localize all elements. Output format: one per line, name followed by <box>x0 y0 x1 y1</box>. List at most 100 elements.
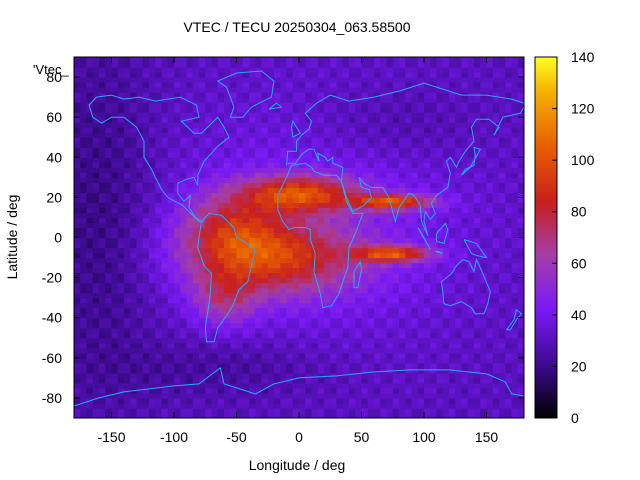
heatmap-cell <box>430 312 438 319</box>
heatmap-cell <box>92 267 100 274</box>
heatmap-cell <box>386 327 394 334</box>
heatmap-cell <box>261 237 269 244</box>
heatmap-cell <box>149 112 156 118</box>
heatmap-cell <box>105 162 113 168</box>
heatmap-cell <box>199 392 206 399</box>
heatmap-cell <box>461 182 469 188</box>
heatmap-cell <box>105 352 113 359</box>
heatmap-cell <box>367 112 375 118</box>
heatmap-cell <box>299 362 306 369</box>
heatmap-cell <box>242 347 250 354</box>
heatmap-cell <box>186 297 194 304</box>
heatmap-cell <box>180 287 188 294</box>
heatmap-cell <box>142 117 150 123</box>
heatmap-cell <box>380 292 388 299</box>
heatmap-cell <box>286 242 294 249</box>
heatmap-cell <box>74 327 81 334</box>
heatmap-cell <box>367 232 375 239</box>
heatmap-cell <box>399 387 406 394</box>
heatmap-cell <box>167 127 175 133</box>
heatmap-cell <box>324 237 331 244</box>
heatmap-cell <box>417 77 425 83</box>
heatmap-cell <box>80 282 88 289</box>
heatmap-cell <box>255 252 263 259</box>
heatmap-cell <box>211 312 219 319</box>
heatmap-cell <box>480 227 488 234</box>
heatmap-cell <box>217 382 225 389</box>
heatmap-cell <box>424 402 431 409</box>
heatmap-cell <box>292 322 300 329</box>
heatmap-cell <box>311 202 319 209</box>
heatmap-cell <box>417 407 425 414</box>
heatmap-cell <box>480 97 488 103</box>
heatmap-cell <box>317 67 325 73</box>
heatmap-cell <box>399 162 406 168</box>
heatmap-cell <box>111 242 119 249</box>
heatmap-cell <box>311 322 319 329</box>
heatmap-cell <box>149 412 156 418</box>
heatmap-cell <box>224 392 231 399</box>
heatmap-cell <box>117 302 125 309</box>
heatmap-cell <box>136 147 144 153</box>
heatmap-cell <box>236 247 244 254</box>
heatmap-cell <box>111 267 119 274</box>
heatmap-cell <box>111 122 119 128</box>
heatmap-cell <box>299 412 306 418</box>
heatmap-cell <box>280 392 288 399</box>
heatmap-cell <box>136 222 144 229</box>
heatmap-cell <box>311 187 319 193</box>
heatmap-cell <box>267 167 275 173</box>
heatmap-cell <box>224 287 231 294</box>
heatmap-cell <box>461 102 469 108</box>
heatmap-cell <box>305 242 313 249</box>
heatmap-cell <box>142 412 150 418</box>
heatmap-cell <box>292 327 300 334</box>
heatmap-cell <box>180 82 188 88</box>
heatmap-cell <box>267 387 275 394</box>
heatmap-cell <box>436 137 444 143</box>
heatmap-cell <box>499 212 506 219</box>
heatmap-cell <box>449 142 456 148</box>
heatmap-cell <box>211 292 219 299</box>
heatmap-cell <box>405 292 413 299</box>
heatmap-cell <box>267 372 275 379</box>
heatmap-cell <box>211 197 219 203</box>
heatmap-cell <box>99 297 106 304</box>
heatmap-cell <box>130 82 138 88</box>
heatmap-cell <box>124 317 131 324</box>
heatmap-cell <box>142 112 150 118</box>
heatmap-cell <box>330 312 338 319</box>
heatmap-cell <box>461 152 469 158</box>
heatmap-cell <box>217 322 225 329</box>
heatmap-cell <box>299 352 306 359</box>
heatmap-cell <box>186 152 194 158</box>
heatmap-cell <box>80 172 88 178</box>
heatmap-cell <box>180 352 188 359</box>
heatmap-cell <box>280 157 288 163</box>
heatmap-cell <box>255 107 263 113</box>
heatmap-cell <box>105 397 113 404</box>
heatmap-cell <box>155 72 163 78</box>
heatmap-cell <box>492 77 500 83</box>
heatmap-cell <box>205 87 213 93</box>
heatmap-cell <box>130 87 138 93</box>
heatmap-cell <box>436 392 444 399</box>
heatmap-cell <box>180 337 188 344</box>
heatmap-cell <box>124 357 131 364</box>
heatmap-cell <box>199 267 206 274</box>
heatmap-cell <box>342 387 350 394</box>
heatmap-cell <box>367 292 375 299</box>
heatmap-cell <box>411 67 419 73</box>
heatmap-cell <box>167 212 175 219</box>
heatmap-cell <box>505 352 513 359</box>
heatmap-cell <box>242 272 250 279</box>
heatmap-cell <box>305 112 313 118</box>
heatmap-cell <box>449 82 456 88</box>
heatmap-cell <box>292 192 300 198</box>
heatmap-cell <box>211 407 219 414</box>
heatmap-cell <box>374 267 381 274</box>
heatmap-cell <box>217 57 225 63</box>
heatmap-cell <box>267 117 275 123</box>
heatmap-cell <box>217 257 225 264</box>
heatmap-cell <box>374 87 381 93</box>
